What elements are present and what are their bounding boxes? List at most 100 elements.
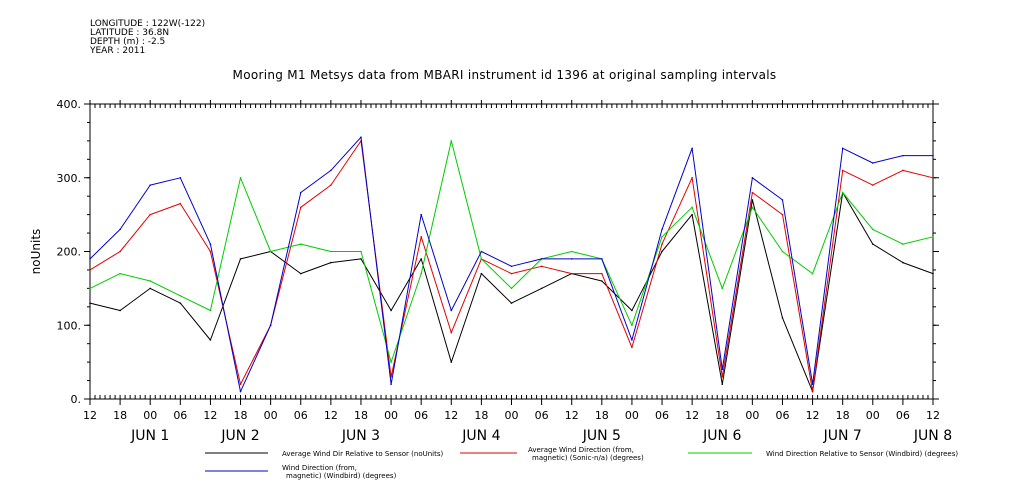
x-tick-label: 00: [143, 409, 157, 422]
x-day-label: JUN 3: [341, 428, 380, 444]
legend-label-2: Average Wind Direction (from,: [528, 446, 634, 454]
x-tick-label: 06: [896, 409, 910, 422]
series-4-point: [330, 169, 332, 172]
series-3-point: [360, 250, 362, 253]
series-4-point: [239, 390, 242, 393]
latitude-text: LATITUDE : 36.8N: [90, 28, 170, 38]
series-1-point: [209, 339, 212, 341]
series-3-point: [89, 287, 91, 290]
series-4-point: [751, 176, 754, 179]
series-1-point: [631, 309, 633, 312]
series-2-point: [751, 191, 754, 194]
series-2-point: [631, 346, 633, 349]
series-2-point: [420, 235, 422, 238]
series-2-point: [721, 376, 724, 378]
x-tick-label: 12: [83, 409, 97, 422]
series-4-point: [450, 309, 453, 312]
series-4-point: [540, 258, 543, 260]
series-3-point: [570, 250, 573, 253]
y-tick-label: 0.: [71, 393, 82, 406]
series-3-point: [932, 235, 934, 238]
series-4-point: [149, 184, 152, 186]
series-1-point: [420, 258, 422, 260]
series-2-point: [902, 169, 904, 172]
x-tick-label: 06: [414, 409, 428, 422]
x-tick-label: 18: [715, 409, 729, 422]
x-tick-label: 12: [324, 409, 338, 422]
series-4-point: [510, 265, 513, 268]
x-tick-label: 00: [384, 409, 398, 422]
series-1-point: [299, 272, 302, 275]
series-4-point: [179, 176, 182, 179]
y-tick-label: 400.: [57, 98, 82, 111]
series-1-point: [330, 261, 332, 264]
y-tick-label: 200.: [57, 246, 82, 259]
series-4-point: [661, 228, 663, 231]
series-4-point: [269, 324, 272, 327]
y-tick-label: 100.: [57, 319, 82, 332]
series-4-point: [390, 383, 392, 386]
x-tick-label: 06: [173, 409, 187, 422]
x-tick-label: 12: [806, 409, 820, 422]
series-1-point: [149, 287, 152, 290]
x-day-label: JUN 8: [913, 428, 952, 444]
series-2-point: [811, 390, 814, 393]
series-4-point: [570, 258, 573, 260]
series-2-point: [179, 202, 182, 205]
series-3-point: [209, 309, 212, 312]
y-tick-label: 300.: [57, 172, 82, 185]
series-2-point: [691, 176, 693, 179]
series-4-point: [209, 243, 212, 245]
x-tick-label: 12: [685, 409, 699, 422]
series-4-point: [360, 136, 362, 138]
x-tick-label: 18: [113, 409, 127, 422]
series-4-point: [721, 368, 724, 371]
series-2-point: [510, 272, 513, 275]
x-tick-label: 00: [505, 409, 519, 422]
x-day-label: JUN 7: [823, 428, 862, 444]
legend-label-1: Average Wind Dir Relative to Sensor (noU…: [282, 450, 443, 458]
series-2-point: [781, 213, 784, 216]
series-2-point: [932, 176, 934, 179]
series-1-point: [902, 261, 904, 264]
series-1-point: [239, 258, 242, 260]
series-3-point: [510, 287, 513, 290]
series-1-point: [691, 213, 693, 216]
series-2-point: [540, 265, 543, 268]
series-2-point: [299, 206, 302, 209]
depth-text: DEPTH (m) : -2.5: [90, 37, 166, 47]
series-2-point: [450, 331, 453, 334]
series-4-point: [119, 228, 121, 231]
series-3-point: [179, 294, 182, 297]
x-tick-label: 00: [745, 409, 759, 422]
series-3-point: [420, 272, 422, 275]
series-3-point: [811, 272, 814, 275]
series-1-point: [179, 302, 182, 304]
series-3-point: [450, 140, 453, 142]
series-2-point: [89, 269, 91, 271]
series-1-point: [781, 317, 784, 319]
series-2-point: [871, 184, 874, 186]
series-3-point: [299, 243, 302, 245]
series-3-point: [721, 287, 724, 290]
x-tick-label: 06: [655, 409, 669, 422]
x-day-label: JUN 5: [582, 428, 621, 444]
series-1-point: [510, 302, 513, 304]
series-1-point: [540, 287, 543, 290]
legend-label-3: Wind Direction Relative to Sensor (Windb…: [766, 450, 958, 458]
series-1-point: [871, 243, 874, 245]
x-tick-label: 00: [866, 409, 880, 422]
series-4-point: [299, 191, 302, 194]
series-4-point: [89, 258, 91, 260]
x-tick-label: 18: [595, 409, 609, 422]
series-1-point: [480, 272, 483, 275]
series-4-point: [841, 147, 844, 150]
series-line-1: [89, 192, 934, 393]
series-1-point: [450, 361, 453, 363]
series-2-point: [149, 213, 152, 216]
x-tick-label: 18: [354, 409, 368, 422]
series-4-point: [420, 213, 422, 216]
series-4-point: [811, 383, 814, 386]
series-3-point: [871, 228, 874, 231]
